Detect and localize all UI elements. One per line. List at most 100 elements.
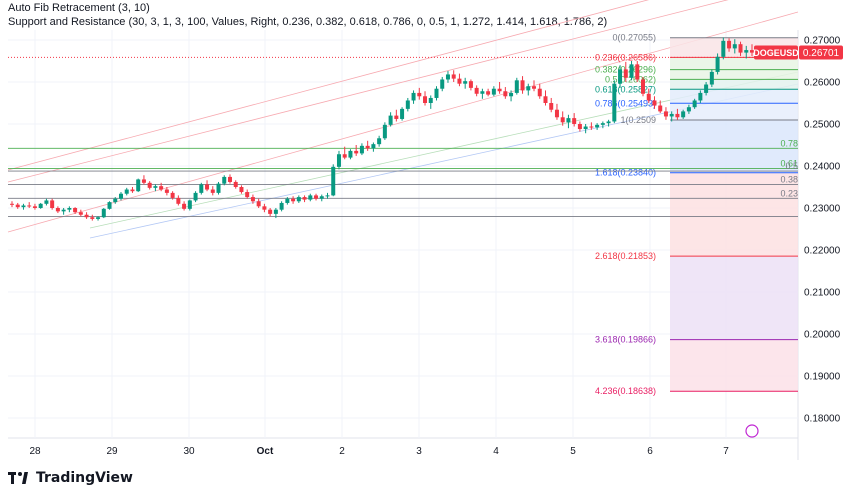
candle-body [124, 189, 129, 194]
fib-level-label: 0(0.27055) [612, 33, 656, 43]
candle-body [159, 186, 164, 190]
candle-body [537, 88, 542, 97]
fib-zone [670, 119, 798, 173]
candle-body [348, 150, 353, 158]
y-tick-label: 0.18000 [804, 414, 841, 425]
fib-level-label: 1.618(0.23840) [595, 168, 656, 178]
x-tick-label: Oct [257, 446, 274, 457]
candle-body [61, 209, 66, 212]
candle-body [434, 88, 439, 98]
candle-body [182, 203, 187, 209]
y-tick-label: 0.22000 [804, 246, 841, 257]
candle-body [491, 88, 496, 95]
candle-body [532, 86, 537, 89]
candle-body [732, 44, 737, 49]
candle-body [84, 214, 89, 218]
alert-icon [745, 424, 759, 438]
candle-body [216, 183, 221, 193]
candle-body [663, 111, 668, 117]
sr-label: 0.61 [780, 159, 798, 169]
candle-body [176, 197, 181, 204]
candle-body [147, 182, 152, 188]
x-tick-label: 29 [106, 446, 118, 457]
candle-body [750, 50, 754, 53]
fib-zone [670, 79, 798, 90]
price-tag: DOGEUSD 0.26701 [745, 45, 843, 438]
tradingview-logo: TradingView [8, 470, 133, 486]
symbol-tag [754, 45, 798, 60]
candle-body [658, 105, 663, 112]
candle-body [136, 179, 141, 192]
candle-body [32, 206, 37, 208]
candle-body [715, 56, 720, 72]
candle-body [302, 197, 307, 200]
candle-body [727, 40, 732, 49]
sr-label: 0.78 [780, 138, 798, 148]
candle-body [371, 144, 376, 149]
candle-body [698, 92, 703, 101]
fib-level-label: 0.5(0.26062) [605, 74, 656, 84]
candle-body [90, 217, 95, 219]
candle-body [15, 204, 20, 208]
y-tick-label: 0.19000 [804, 372, 841, 383]
candle-body [96, 217, 101, 219]
candle-body [572, 118, 577, 124]
tradingview-logo-icon [8, 472, 30, 484]
brand-name: TradingView [36, 470, 133, 486]
x-tick-label: 5 [570, 446, 576, 457]
fib-zone [670, 103, 798, 120]
candle-body [67, 208, 72, 210]
candle-body [359, 145, 364, 154]
candle-body [411, 92, 416, 101]
sr-label: 0.23 [780, 188, 798, 198]
x-tick-label: 2 [339, 446, 345, 457]
y-tick-label: 0.23000 [804, 204, 841, 215]
candle-body [669, 113, 674, 117]
candle-body [308, 195, 313, 200]
fib-zone [670, 57, 798, 70]
candle-body [365, 145, 370, 149]
candle-body [514, 80, 519, 93]
x-tick-label: 3 [416, 446, 422, 457]
fib-zone [670, 256, 798, 340]
indicator-support-resistance[interactable]: Support and Resistance (30, 3, 1, 3, 100… [8, 16, 608, 28]
y-axis: 0.27000 0.26000 0.25000 0.24000 0.23000 0.220… [804, 36, 841, 425]
candle-body [279, 202, 284, 210]
sr-label: 0.5 [785, 161, 798, 171]
candle-body [273, 209, 278, 214]
candle-body [509, 92, 514, 97]
candle-body [118, 193, 123, 199]
sr-label: 0.38 [780, 174, 798, 184]
channel-line-top [7, 0, 650, 171]
candle-body [331, 166, 336, 196]
candle-body [474, 87, 479, 94]
candle-body [342, 154, 347, 158]
candle-body [646, 93, 651, 101]
indicator-auto-fib[interactable]: Auto Fib Retracement (3, 10) [8, 2, 150, 14]
candle-body [285, 198, 290, 203]
candle-body [354, 150, 359, 154]
candle-body [635, 64, 640, 80]
candle-body [405, 100, 410, 109]
candle-body [543, 96, 548, 103]
fib-zone [670, 69, 798, 80]
fib-level-label: 3.618(0.19866) [595, 335, 656, 345]
candle-body [10, 203, 14, 205]
y-tick-label: 0.26000 [804, 78, 841, 89]
fib-level-label: 2.618(0.21853) [595, 251, 656, 261]
candles [10, 37, 754, 221]
candle-body [210, 189, 215, 193]
fib-level-label: 0.786(0.25493) [595, 98, 656, 108]
fib-zone [670, 339, 798, 392]
candle-body [692, 100, 697, 108]
candle-body [554, 109, 559, 118]
candle-body [549, 103, 554, 110]
candle-body [583, 126, 588, 130]
candle-body [681, 111, 686, 118]
candle-body [325, 195, 330, 197]
candle-body [526, 86, 531, 91]
candle-body [388, 115, 393, 125]
candle-body [113, 198, 118, 203]
candle-body [618, 69, 623, 84]
